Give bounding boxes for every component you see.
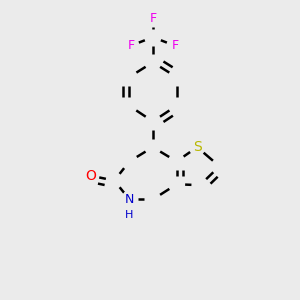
Text: F: F (171, 39, 178, 52)
Text: O: O (85, 169, 96, 183)
Text: F: F (149, 12, 156, 25)
Text: F: F (127, 39, 134, 52)
Text: S: S (193, 140, 202, 154)
Text: H: H (125, 210, 134, 220)
Text: N: N (125, 193, 134, 206)
